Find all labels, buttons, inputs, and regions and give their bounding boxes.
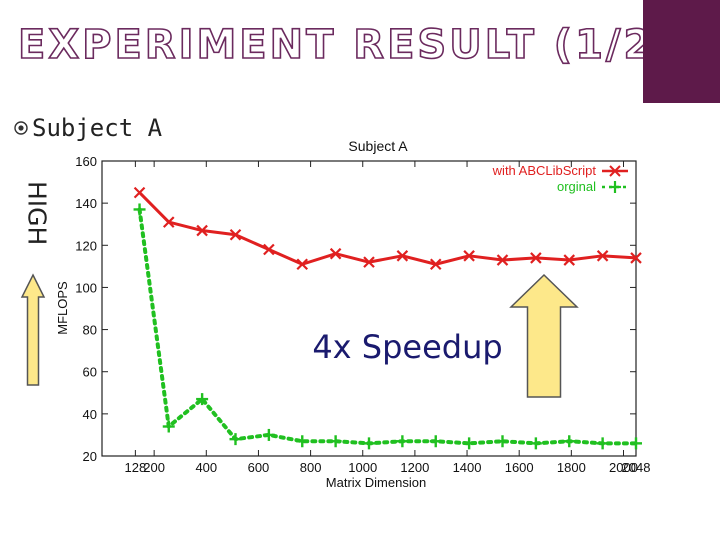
data-point <box>596 250 609 262</box>
data-point <box>263 243 275 256</box>
data-point <box>133 203 146 216</box>
x-axis-label: Matrix Dimension <box>326 475 426 490</box>
legend-marker <box>609 165 621 177</box>
bullet-item: Subject A <box>14 114 162 142</box>
x-tick-label: 2048 <box>622 460 651 475</box>
circle-target-icon <box>14 121 28 135</box>
data-point <box>196 393 209 406</box>
data-point <box>162 216 175 228</box>
speedup-callout: 4x Speedup <box>300 322 515 372</box>
marker-x <box>162 216 175 228</box>
x-tick-label: 800 <box>300 460 322 475</box>
marker-x <box>229 228 242 241</box>
marker-x <box>263 243 275 256</box>
slide-title: EXPERIMENT RESULT (1/2) <box>17 21 676 69</box>
data-point <box>429 435 442 448</box>
data-point <box>363 437 375 450</box>
marker-x <box>429 258 442 271</box>
data-point <box>296 435 309 448</box>
data-point <box>396 435 409 448</box>
up-arrow-right <box>509 273 579 398</box>
marker-x <box>530 252 542 264</box>
data-point <box>329 247 342 260</box>
marker-x <box>630 252 642 264</box>
up-arrow-left <box>20 273 46 386</box>
marker-x <box>363 256 375 268</box>
legend-label: orginal <box>557 179 596 194</box>
marker-x <box>329 247 342 260</box>
marker-x <box>496 254 509 266</box>
data-point <box>563 254 576 266</box>
data-point <box>296 258 309 271</box>
x-tick-label: 128 <box>125 460 147 475</box>
y-axis-label: MFLOPS <box>55 281 70 335</box>
data-point <box>229 433 242 446</box>
data-point <box>262 428 275 441</box>
arrow-shape <box>20 273 46 386</box>
series <box>133 186 642 450</box>
bullet-text: Subject A <box>32 114 163 142</box>
data-point <box>530 252 542 264</box>
marker-x <box>596 250 609 262</box>
data-point <box>363 256 375 268</box>
x-tick-label: 1200 <box>400 460 429 475</box>
marker-x <box>563 254 576 266</box>
data-point <box>133 186 146 199</box>
data-point <box>630 437 642 450</box>
x-tick-label: 600 <box>248 460 270 475</box>
x-tick-label: 200 <box>143 460 165 475</box>
x-tick-label: 1800 <box>557 460 586 475</box>
data-point <box>329 435 342 448</box>
data-point <box>496 254 509 266</box>
legend-label: with ABCLibScript <box>492 163 597 178</box>
y-tick-label: 140 <box>75 196 97 211</box>
marker-x <box>296 258 309 271</box>
x-tick-label: 1400 <box>453 460 482 475</box>
y-tick-label: 120 <box>75 238 97 253</box>
data-point <box>463 437 476 450</box>
plot-frame <box>101 160 637 457</box>
data-point <box>596 437 609 450</box>
data-point <box>563 435 576 448</box>
marker-x <box>396 250 409 262</box>
x-tick-label: 2000 <box>609 460 638 475</box>
x-tick-label: 1000 <box>348 460 377 475</box>
series-0 <box>133 186 642 271</box>
data-point <box>529 437 542 450</box>
data-point <box>496 435 509 448</box>
marker-x <box>133 186 146 199</box>
y-tick-label: 60 <box>83 365 97 380</box>
series-1 <box>133 203 642 450</box>
chart-title: Subject A <box>348 138 408 154</box>
high-label: HIGH <box>22 180 52 246</box>
marker-x <box>463 250 475 262</box>
series-line <box>138 191 637 266</box>
data-point <box>429 258 442 271</box>
y-tick-label: 80 <box>83 323 97 338</box>
data-point <box>630 252 642 264</box>
y-tick-label: 20 <box>83 449 97 464</box>
data-point <box>463 250 475 262</box>
data-point <box>162 420 175 433</box>
series-line <box>137 207 638 446</box>
x-tick-label: 1600 <box>505 460 534 475</box>
data-point <box>396 250 409 262</box>
y-tick-label: 100 <box>75 280 97 295</box>
corner-decoration <box>643 0 720 103</box>
x-tick-label: 400 <box>195 460 217 475</box>
y-tick-label: 160 <box>75 154 97 169</box>
y-tick-label: 40 <box>83 407 97 422</box>
data-point <box>229 228 242 241</box>
data-point <box>196 224 208 237</box>
marker-x <box>196 224 208 237</box>
arrow-shape <box>509 273 579 398</box>
